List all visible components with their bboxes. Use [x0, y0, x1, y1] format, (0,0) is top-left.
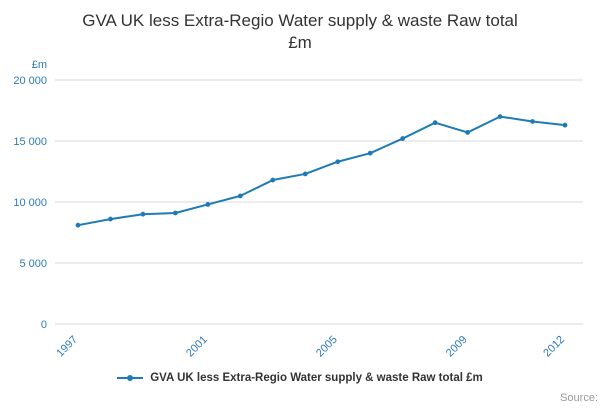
svg-text:2005: 2005: [314, 334, 340, 360]
svg-text:2009: 2009: [444, 334, 470, 360]
legend-label: GVA UK less Extra-Regio Water supply & w…: [150, 372, 483, 385]
chart-title-line2: £m: [288, 33, 312, 53]
svg-text:10 000: 10 000: [13, 197, 47, 209]
legend-item[interactable]: GVA UK less Extra-Regio Water supply & w…: [0, 372, 600, 384]
svg-text:2001: 2001: [184, 334, 210, 360]
svg-text:£m: £m: [32, 59, 47, 71]
svg-text:20 000: 20 000: [13, 75, 47, 87]
chart-card: GVA UK less Extra-Regio Water supply & w…: [0, 10, 600, 410]
chart-title-line1: GVA UK less Extra-Regio Water supply & w…: [82, 11, 518, 30]
svg-text:5 000: 5 000: [19, 258, 47, 270]
legend-line-marker-icon: [117, 373, 144, 383]
svg-text:2012: 2012: [541, 334, 567, 360]
line-chart: 0 5 000 10 000 15 000 20 000 £m 1997 2001 2005 20…: [13, 59, 583, 360]
chart-title: GVA UK less Extra-Regio Water supply & w…: [0, 10, 600, 54]
svg-text:15 000: 15 000: [13, 136, 47, 148]
svg-text:1997: 1997: [54, 334, 80, 360]
svg-text:0: 0: [41, 319, 47, 331]
source-label: Source:: [560, 392, 598, 404]
